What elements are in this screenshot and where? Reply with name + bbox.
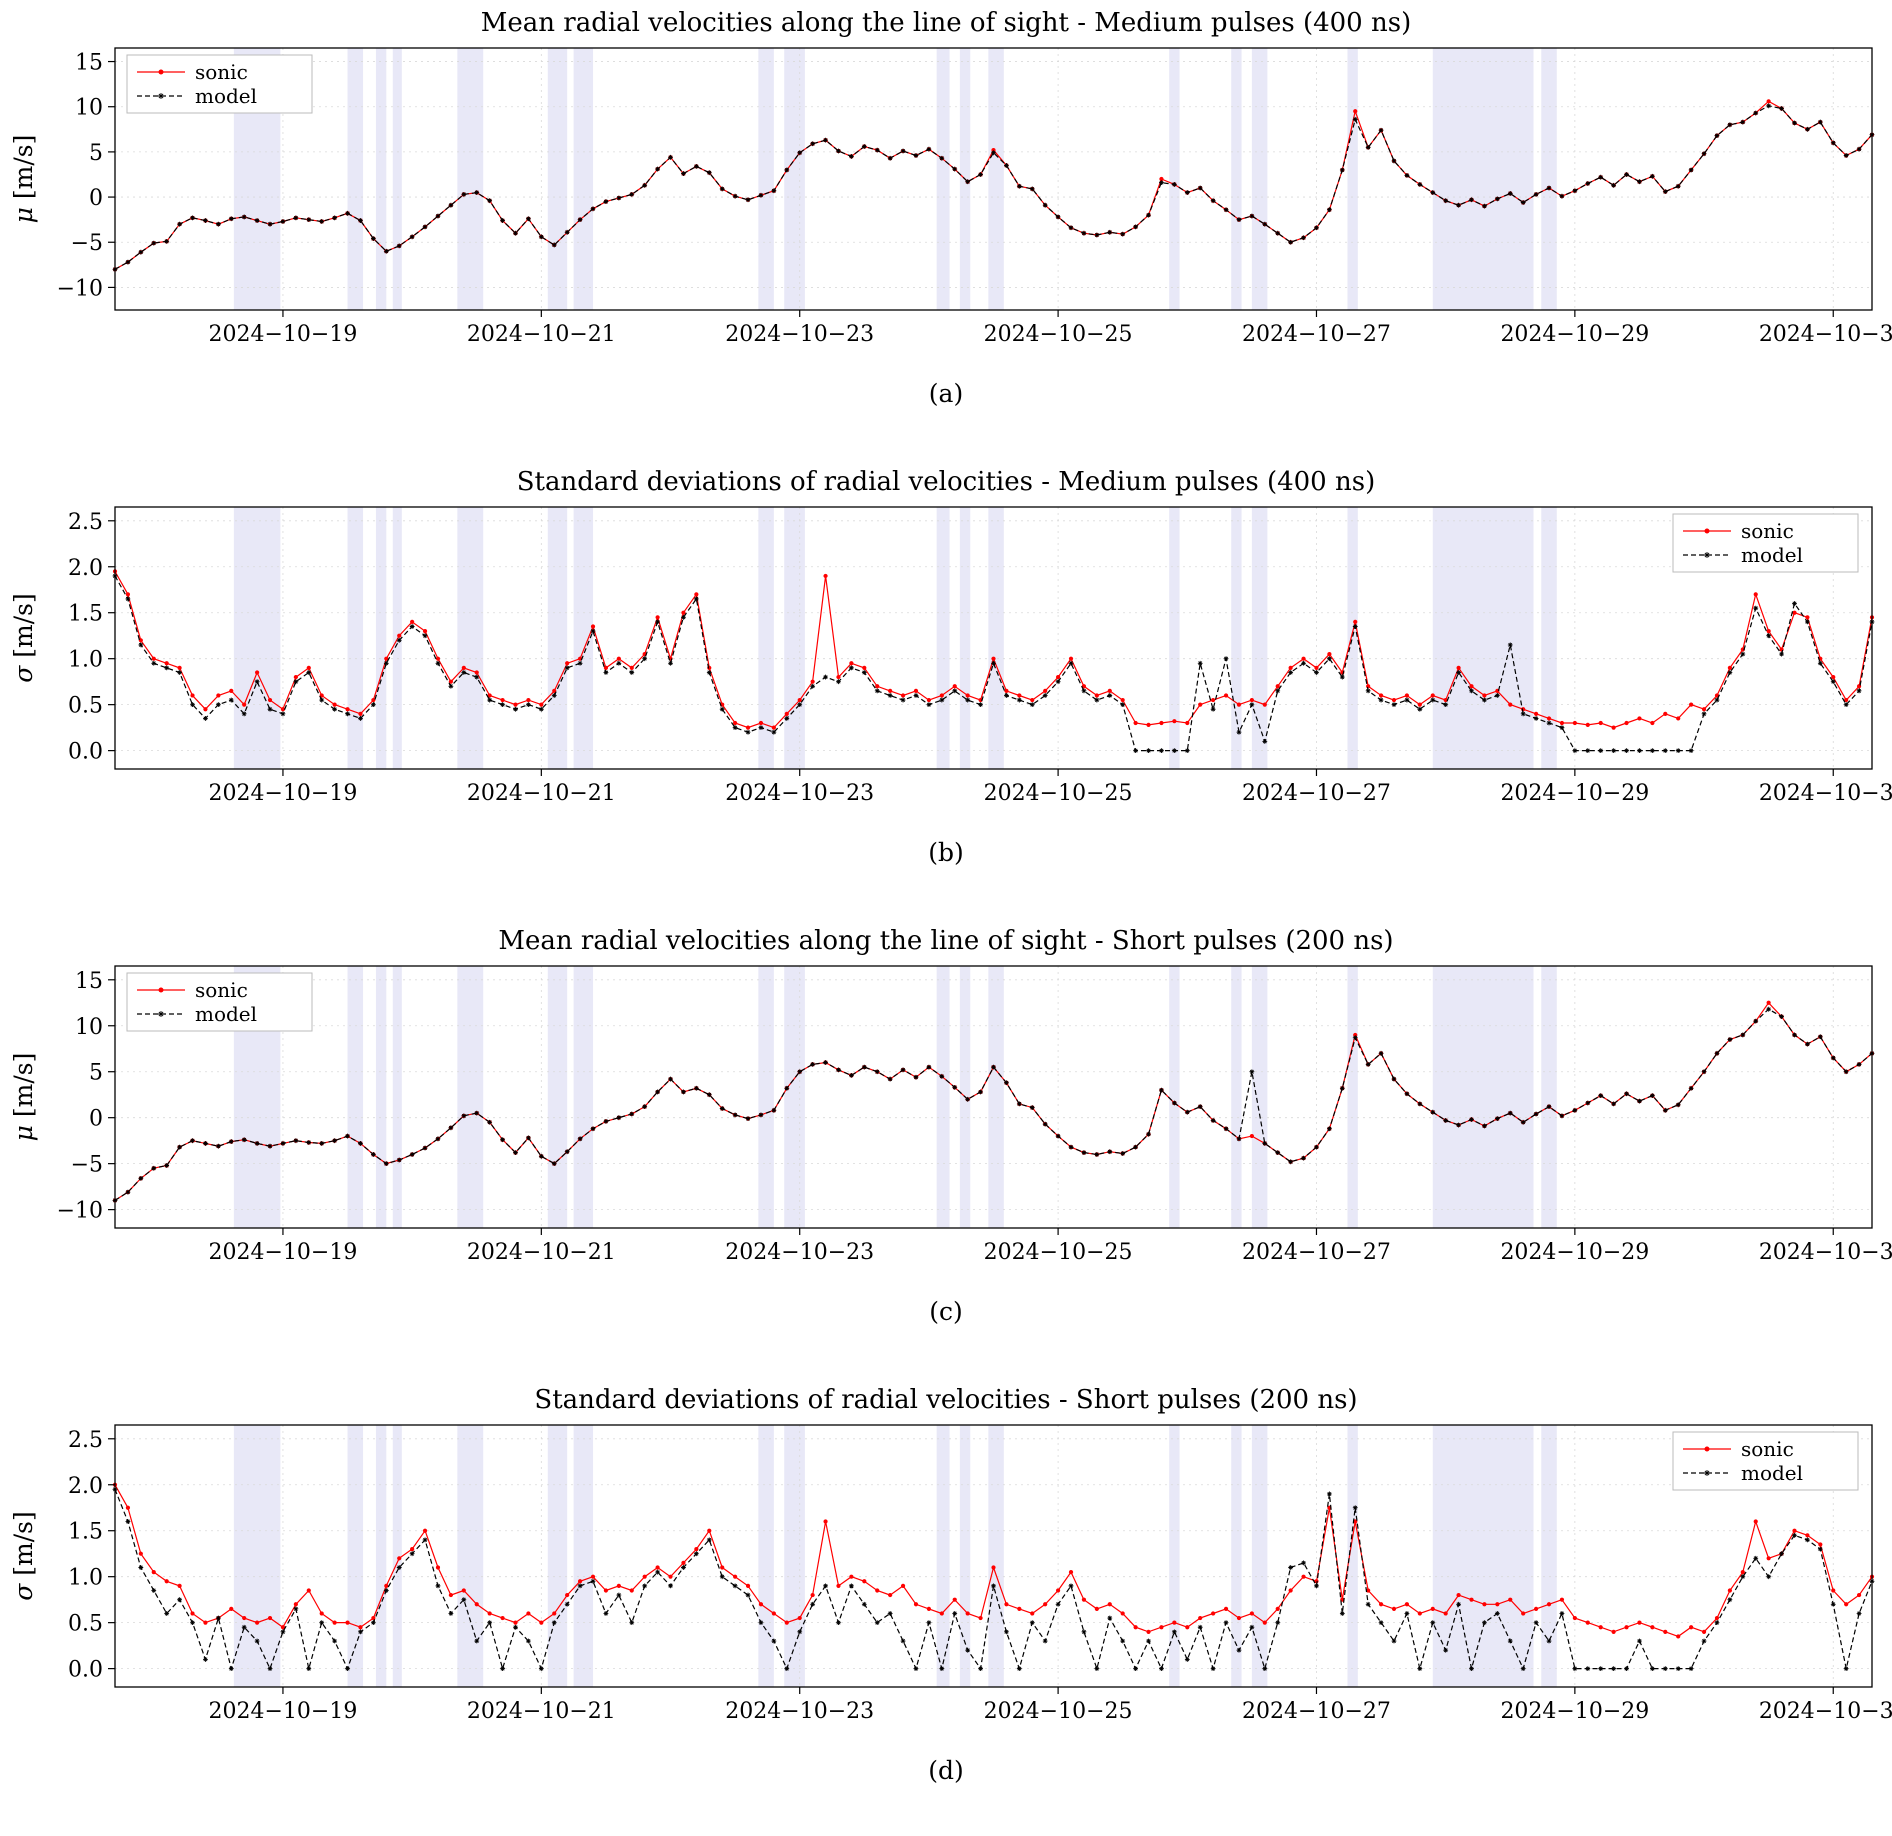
svg-text:2024−10−19: 2024−10−19	[209, 322, 358, 347]
panel-b: Standard deviations of radial velocities…	[0, 459, 1892, 918]
svg-text:1.0: 1.0	[68, 1566, 103, 1591]
svg-text:10: 10	[75, 1015, 103, 1040]
svg-text:model: model	[1741, 543, 1803, 567]
svg-text:2024−10−27: 2024−10−27	[1242, 1699, 1391, 1724]
svg-text:2024−10−25: 2024−10−25	[984, 781, 1133, 806]
svg-text:sonic: sonic	[195, 978, 248, 1002]
svg-text:0: 0	[89, 1107, 103, 1132]
svg-text:2024−10−31: 2024−10−31	[1759, 1699, 1892, 1724]
svg-text:2024−10−19: 2024−10−19	[209, 1699, 358, 1724]
svg-text:μ [m/s]: μ [m/s]	[9, 1053, 38, 1142]
svg-text:2024−10−31: 2024−10−31	[1759, 781, 1892, 806]
svg-text:2024−10−23: 2024−10−23	[725, 781, 874, 806]
svg-text:0.0: 0.0	[68, 740, 103, 765]
chart-title-d: Standard deviations of radial velocities…	[534, 1385, 1358, 1415]
svg-text:2.5: 2.5	[68, 1428, 103, 1453]
svg-text:2024−10−29: 2024−10−29	[1500, 781, 1649, 806]
svg-text:0.0: 0.0	[68, 1658, 103, 1683]
svg-text:5: 5	[89, 141, 103, 166]
svg-text:sonic: sonic	[1741, 1437, 1794, 1461]
svg-text:2024−10−29: 2024−10−29	[1500, 1699, 1649, 1724]
svg-text:2024−10−31: 2024−10−31	[1759, 1240, 1892, 1265]
svg-text:2024−10−21: 2024−10−21	[467, 1699, 616, 1724]
svg-text:model: model	[1741, 1461, 1803, 1485]
svg-text:model: model	[195, 1002, 257, 1026]
svg-text:model: model	[195, 84, 257, 108]
svg-text:σ [m/s]: σ [m/s]	[9, 593, 38, 683]
svg-text:2024−10−29: 2024−10−29	[1500, 1240, 1649, 1265]
svg-text:0.5: 0.5	[68, 694, 103, 719]
svg-text:μ [m/s]: μ [m/s]	[9, 135, 38, 224]
chart-title-b: Standard deviations of radial velocities…	[516, 467, 1376, 497]
svg-text:2.5: 2.5	[68, 510, 103, 535]
svg-text:2024−10−23: 2024−10−23	[725, 1240, 874, 1265]
panel-c: Mean radial velocities along the line of…	[0, 918, 1892, 1377]
svg-text:2024−10−23: 2024−10−23	[725, 322, 874, 347]
svg-text:2024−10−25: 2024−10−25	[984, 322, 1133, 347]
svg-text:0.5: 0.5	[68, 1612, 103, 1637]
svg-text:−5: −5	[71, 231, 103, 256]
svg-text:2024−10−27: 2024−10−27	[1242, 1240, 1391, 1265]
svg-text:15: 15	[75, 51, 103, 76]
svg-text:10: 10	[75, 96, 103, 121]
svg-text:1.0: 1.0	[68, 648, 103, 673]
panel-d: Standard deviations of radial velocities…	[0, 1377, 1892, 1836]
chart-title-a: Mean radial velocities along the line of…	[480, 8, 1412, 38]
svg-text:2024−10−21: 2024−10−21	[467, 1240, 616, 1265]
svg-text:2024−10−19: 2024−10−19	[209, 781, 358, 806]
chart-caption-d: (d)	[928, 1756, 964, 1785]
chart-caption-c: (c)	[929, 1297, 963, 1326]
svg-text:0: 0	[89, 186, 103, 211]
chart-caption-a: (a)	[928, 379, 964, 408]
svg-text:5: 5	[89, 1061, 103, 1086]
svg-text:σ [m/s]: σ [m/s]	[9, 1511, 38, 1601]
chart-caption-b: (b)	[928, 838, 964, 867]
svg-text:2024−10−25: 2024−10−25	[984, 1240, 1133, 1265]
chart-title-c: Mean radial velocities along the line of…	[498, 926, 1394, 956]
chart-canvas-b: 2024−10−19 2024−10−21 2024−10−23 2024−10−25…	[9, 506, 1892, 806]
svg-text:2024−10−27: 2024−10−27	[1242, 322, 1391, 347]
svg-text:2024−10−27: 2024−10−27	[1242, 781, 1391, 806]
panel-a: Mean radial velocities along the line of…	[0, 0, 1892, 459]
svg-text:2024−10−31: 2024−10−31	[1759, 322, 1892, 347]
svg-text:2024−10−29: 2024−10−29	[1500, 322, 1649, 347]
svg-text:−5: −5	[71, 1153, 103, 1178]
svg-text:2024−10−25: 2024−10−25	[984, 1699, 1133, 1724]
svg-text:2.0: 2.0	[68, 556, 103, 581]
svg-text:1.5: 1.5	[68, 1520, 103, 1545]
svg-text:2024−10−21: 2024−10−21	[467, 322, 616, 347]
svg-text:sonic: sonic	[195, 60, 248, 84]
svg-text:2024−10−19: 2024−10−19	[209, 1240, 358, 1265]
chart-canvas-d: 2024−10−19 2024−10−21 2024−10−23 2024−10−25…	[9, 1424, 1892, 1724]
svg-text:2024−10−23: 2024−10−23	[725, 1699, 874, 1724]
svg-text:sonic: sonic	[1741, 519, 1794, 543]
svg-text:1.5: 1.5	[68, 602, 103, 627]
svg-text:−10: −10	[57, 276, 103, 301]
svg-text:2.0: 2.0	[68, 1474, 103, 1499]
svg-text:−10: −10	[57, 1199, 103, 1224]
svg-text:15: 15	[75, 969, 103, 994]
svg-text:2024−10−21: 2024−10−21	[467, 781, 616, 806]
chart-canvas-c: 2024−10−19 2024−10−21 2024−10−23 2024−10−25…	[9, 965, 1892, 1265]
chart-canvas-a: 2024−10−19 2024−10−21 2024−10−23 2024−10−25…	[9, 47, 1892, 347]
